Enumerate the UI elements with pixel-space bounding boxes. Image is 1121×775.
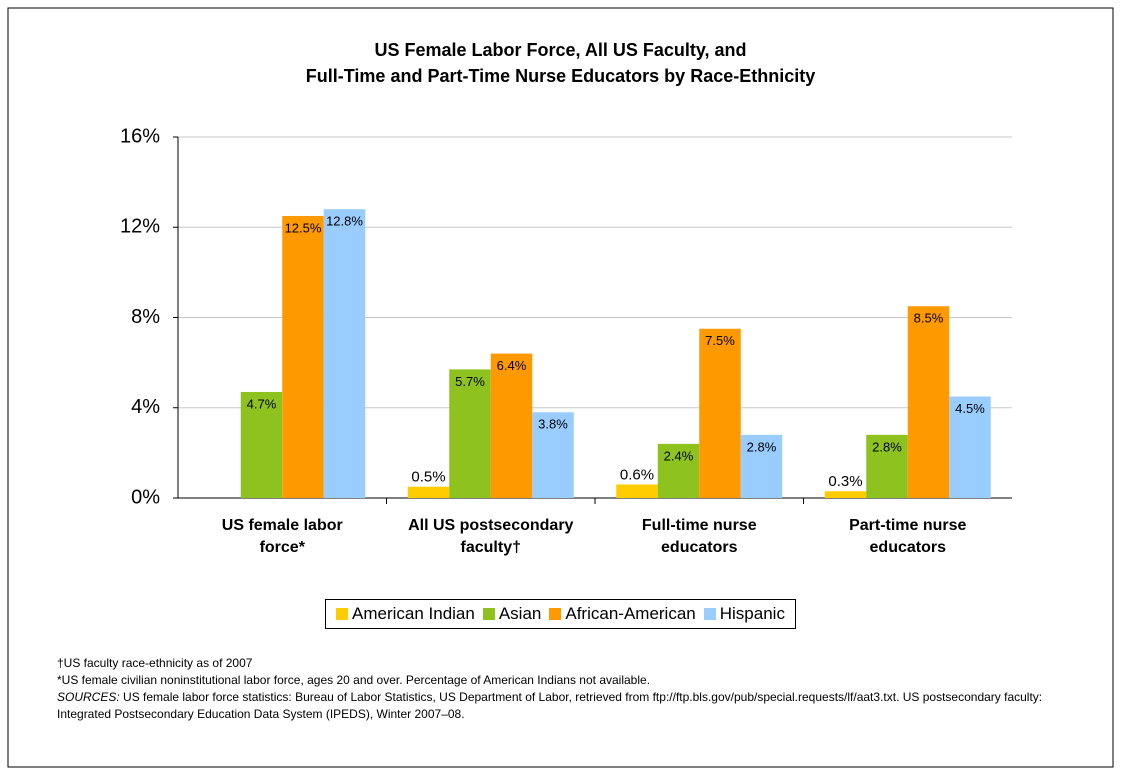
data-label: 0.5% — [411, 469, 445, 486]
x-tick-label: Full-time nurse educators — [641, 517, 757, 556]
bar — [240, 391, 283, 498]
legend-label: American Indian — [352, 604, 475, 623]
y-tick-label: 12% — [120, 216, 160, 238]
bar — [532, 412, 574, 498]
y-tick-label: 4% — [131, 396, 160, 418]
data-label: 12.8% — [326, 214, 363, 229]
bar — [740, 434, 783, 498]
data-label: 0.3% — [828, 473, 862, 490]
bar — [949, 396, 991, 498]
frame — [7, 7, 1114, 768]
bar — [323, 209, 366, 498]
data-label: 12.5% — [285, 220, 322, 235]
data-label: 3.8% — [538, 417, 568, 432]
x-tick-label: All US postsecondary faculty† — [408, 517, 574, 556]
y-tick-label: 16% — [120, 125, 160, 147]
y-tick-label: 0% — [131, 486, 160, 508]
footnotes: †US faculty race-ethnicity as of 2007 *U… — [57, 655, 1067, 723]
data-label: 6.4% — [497, 358, 527, 373]
legend: American Indian Asian African-American Hisp… — [325, 599, 796, 629]
legend-swatch — [482, 608, 495, 620]
data-label: 4.5% — [955, 401, 985, 416]
sources-text: US female labor force statistics: Bureau… — [57, 690, 1043, 721]
data-label: 5.7% — [455, 374, 485, 389]
data-label: 2.8% — [872, 439, 902, 454]
data-label: 2.4% — [664, 448, 694, 463]
bar — [699, 328, 741, 498]
bar — [616, 484, 658, 498]
x-tick-label: Part-time nurse educators — [849, 517, 967, 556]
chart-title: US Female Labor Force, All US Faculty, a… — [374, 40, 747, 60]
legend-swatch — [703, 608, 716, 620]
data-label: 4.7% — [247, 396, 277, 411]
legend-label: Asian — [498, 604, 542, 623]
sources-label: SOURCES: — [57, 690, 120, 704]
legend-swatch — [336, 608, 348, 620]
chart-title: Full-Time and Part-Time Nurse Educators … — [305, 66, 816, 86]
bar — [907, 306, 950, 498]
legend-swatch — [549, 608, 562, 620]
bar — [866, 434, 908, 498]
data-label: 0.6% — [620, 466, 654, 483]
data-label: 2.8% — [747, 439, 777, 454]
sources: SOURCES: US female labor force statistic… — [57, 689, 1067, 723]
y-tick-label: 8% — [131, 306, 160, 328]
bar — [657, 443, 700, 498]
bar — [824, 491, 867, 498]
legend-label: Hispanic — [719, 604, 785, 623]
bar — [490, 353, 533, 498]
bar — [282, 215, 324, 498]
footnote: *US female civilian noninstitutional lab… — [57, 673, 651, 687]
footnote: †US faculty race-ethnicity as of 2007 — [57, 656, 253, 670]
data-label: 8.5% — [914, 311, 944, 326]
legend-label: African-American — [565, 604, 696, 623]
bar — [449, 369, 491, 498]
data-label: 7.5% — [705, 333, 735, 348]
x-tick-label: US female labor force* — [221, 517, 343, 556]
bar — [407, 486, 450, 498]
